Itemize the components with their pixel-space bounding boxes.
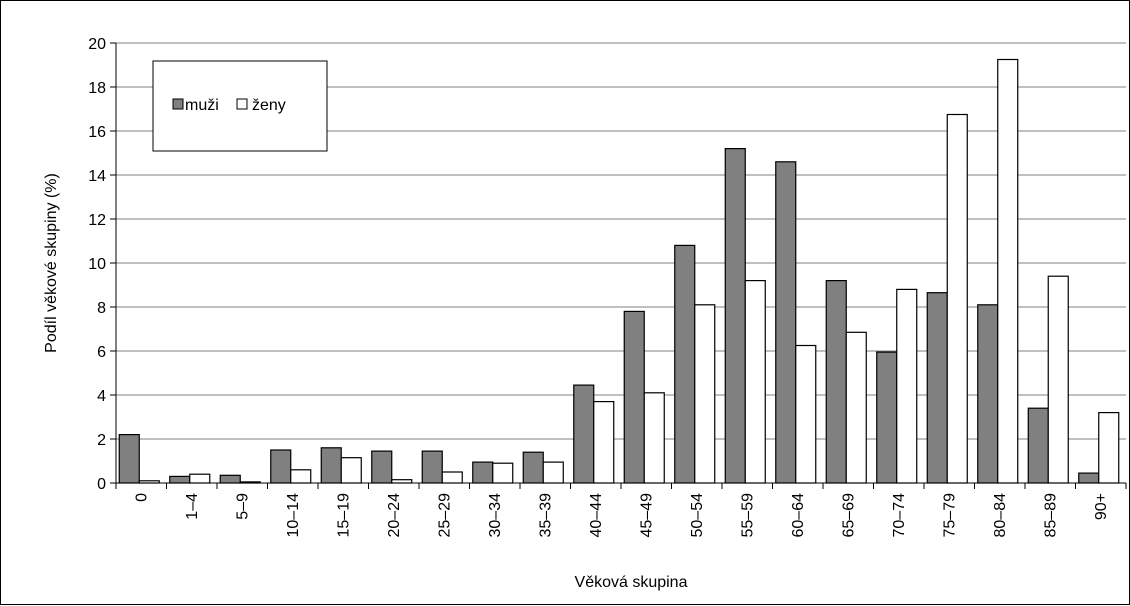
bar-muzi-19	[1078, 472, 1100, 484]
bar-muzi-9	[573, 384, 595, 484]
legend: muži ženy	[152, 60, 328, 152]
y-tick-label-6: 6	[97, 344, 106, 361]
bar-zeny-6	[441, 471, 463, 484]
bar-zeny-14	[845, 331, 867, 484]
bar-muzi-18	[1027, 407, 1049, 484]
y-tick-label-0: 0	[97, 476, 106, 493]
x-tick-label-14: 65–69	[840, 493, 857, 538]
x-tick-label-7: 30–34	[487, 493, 504, 538]
bar-zeny-7	[492, 462, 514, 484]
x-axis-title: Věková skupina	[575, 574, 688, 591]
x-tick-label-6: 25–29	[436, 493, 453, 538]
bar-zeny-17	[997, 58, 1019, 484]
bar-muzi-2	[219, 474, 241, 484]
bar-muzi-6	[421, 450, 443, 484]
y-tick-label-2: 2	[97, 432, 106, 449]
legend-swatch-muzi	[172, 98, 184, 110]
bar-muzi-4	[320, 447, 342, 484]
y-tick-label-12: 12	[88, 212, 106, 229]
bar-muzi-14	[825, 280, 847, 484]
x-tick-label-3: 10–14	[285, 493, 302, 538]
bar-muzi-12	[724, 148, 746, 484]
bar-zeny-19	[1098, 412, 1120, 484]
x-tick-label-13: 60–64	[790, 493, 807, 538]
bars	[118, 58, 1120, 484]
x-tick-label-19: 90+	[1093, 493, 1110, 520]
bar-muzi-3	[270, 449, 292, 484]
bar-zeny-10	[643, 392, 665, 484]
bar-zeny-12	[744, 280, 766, 484]
bar-zeny-4	[340, 457, 362, 484]
x-tick-label-16: 75–79	[941, 493, 958, 538]
legend-label-muzi: muži	[185, 97, 219, 114]
axes	[110, 42, 1127, 489]
bar-zeny-16	[946, 113, 968, 484]
y-tick-label-14: 14	[88, 168, 106, 185]
bar-zeny-1	[189, 473, 211, 484]
bar-zeny-18	[1047, 275, 1069, 484]
y-axis-title: Podíl věkové skupiny (%)	[43, 173, 60, 353]
bar-muzi-5	[371, 450, 393, 484]
bar-zeny-9	[593, 401, 615, 484]
bar-muzi-7	[472, 461, 494, 484]
x-tick-label-11: 50–54	[689, 493, 706, 538]
y-tick-label-10: 10	[88, 256, 106, 273]
y-tick-label-18: 18	[88, 80, 106, 97]
grid-lines	[116, 42, 1126, 440]
bar-zeny-13	[795, 344, 817, 484]
bar-zeny-8	[542, 461, 564, 484]
bar-muzi-15	[876, 351, 898, 484]
bar-zeny-11	[694, 304, 716, 484]
x-tick-label-17: 80–84	[992, 493, 1009, 538]
x-tick-label-4: 15–19	[335, 493, 352, 538]
bar-muzi-8	[522, 451, 544, 484]
legend-label-zeny: ženy	[252, 97, 286, 114]
legend-swatch-zeny	[236, 98, 248, 110]
x-tick-label-15: 70–74	[891, 493, 908, 538]
y-tick-label-4: 4	[97, 388, 106, 405]
y-tick-label-20: 20	[88, 36, 106, 53]
y-tick-label-16: 16	[88, 124, 106, 141]
x-tick-label-10: 45–49	[638, 493, 655, 538]
y-tick-label-8: 8	[97, 300, 106, 317]
bar-muzi-17	[977, 304, 999, 484]
bar-muzi-0	[118, 434, 140, 484]
bar-muzi-10	[623, 310, 645, 484]
bar-muzi-11	[674, 244, 696, 484]
bar-zeny-3	[290, 469, 312, 484]
x-tick-label-12: 55–59	[739, 493, 756, 538]
x-tick-label-18: 85–89	[1042, 493, 1059, 538]
bar-muzi-16	[926, 292, 948, 484]
x-tick-label-1: 1–4	[184, 493, 201, 520]
bar-zeny-15	[896, 288, 918, 484]
x-tick-label-0: 0	[133, 493, 150, 502]
bar-muzi-13	[775, 161, 797, 484]
y-tick-labels: 0 2 4 6 8 10 12 14 16 18 20	[88, 36, 106, 493]
x-tick-label-8: 35–39	[537, 493, 554, 538]
x-tick-label-5: 20–24	[386, 493, 403, 538]
x-tick-label-9: 40–44	[588, 493, 605, 538]
bar-muzi-1	[169, 475, 191, 484]
x-tick-label-2: 5–9	[234, 493, 251, 520]
x-tick-labels: 0 1–4 5–9 10–14 15–19 20–24 25–29 30–34 35–39 40–…	[133, 493, 1110, 538]
